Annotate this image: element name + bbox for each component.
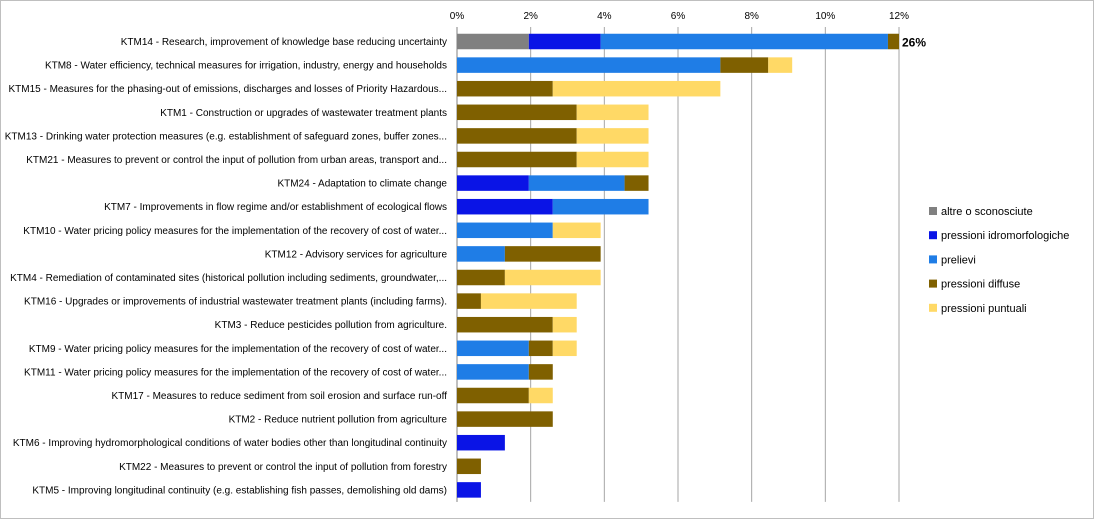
x-tick-label: 4% [597,11,612,22]
category-label: KTM12 - Advisory services for agricultur… [265,249,448,260]
legend-entry: pressioni diffuse [941,279,1020,291]
x-tick-label: 8% [744,11,759,22]
grid-lines [456,27,900,502]
legend-swatch [929,279,937,288]
category-label: KTM21 - Measures to prevent or control t… [26,155,447,166]
bar-segment [528,175,625,191]
bar-segment [457,482,481,498]
bar-segment [457,222,553,239]
bar-segment [552,80,721,97]
legend-swatch [929,303,937,312]
category-label: KTM13 - Drinking water protection measur… [5,131,447,142]
category-label: KTM6 - Improving hydromorphological cond… [13,438,447,449]
data-label: 26% [902,36,926,50]
bar-segment [504,269,601,286]
bar-segment [457,57,721,73]
bar-segment [457,80,553,97]
category-label: KTM3 - Reduce pesticides pollution from … [215,320,447,331]
bar-segment [457,411,553,427]
bar-segment [576,104,649,121]
bar-segment [552,340,577,357]
category-label: KTM16 - Upgrades or improvements of indu… [24,297,447,308]
bars [457,33,899,498]
bar-segment [457,104,577,121]
bar-segment [457,340,529,357]
bar-segment [457,175,529,191]
legend-swatch [929,231,937,240]
category-label: KTM7 - Improvements in flow regime and/o… [104,202,447,213]
category-label: KTM10 - Water pricing policy measures fo… [23,226,447,237]
bar-segment [576,128,649,144]
x-tick-label: 0% [450,11,465,22]
category-label: KTM4 - Remediation of contaminated sites… [10,273,447,284]
legend-entry: pressioni idromorfologiche [941,230,1069,242]
bar-segment [576,151,649,168]
x-tick-label: 10% [815,11,835,22]
category-label: KTM2 - Reduce nutrient pollution from ag… [229,415,448,426]
bar-segment [457,128,577,144]
category-label: KTM9 - Water pricing policy measures for… [29,344,447,355]
bar-segment [457,316,553,333]
bar-segment [624,175,649,191]
bar-segment [528,340,553,357]
legend-entry: prelievi [941,254,976,266]
bar-segment [887,33,899,50]
category-label: KTM1 - Construction or upgrades of waste… [160,108,447,119]
category-label: KTM14 - Research, improvement of knowled… [121,37,447,48]
category-label: KTM11 - Water pricing policy measures fo… [24,367,447,378]
bar-segment [480,293,577,309]
x-tick-label: 6% [671,11,686,22]
bar-segment [457,293,481,309]
bar-segment [457,269,505,286]
bar-segment [600,33,888,50]
bar-segment [552,222,601,239]
x-tick-label: 2% [523,11,538,22]
bar-segment [528,364,553,380]
legend-swatch [929,207,937,215]
bar-segment [457,387,529,404]
legend-entry: pressioni puntuali [941,303,1027,315]
category-label: KTM15 - Measures for the phasing-out of … [8,84,447,95]
bar-segment [457,151,577,168]
bar-segment [457,364,529,380]
bar-segment [720,57,769,73]
bar-segment [552,316,577,333]
bar-segment [457,246,505,262]
category-label: KTM24 - Adaptation to climate change [277,179,447,190]
bar-segment [504,246,601,262]
category-label: KTM5 - Improving longitudinal continuity… [32,485,447,496]
bar-segment [528,387,553,404]
legend-swatch [929,255,937,264]
legend: altre o sconosciute pressioni idromorfolo… [929,206,1069,315]
bar-segment [457,458,481,475]
legend-entry: altre o sconosciute [941,206,1033,218]
bar-segment [528,33,601,50]
bar-segment [457,198,553,215]
category-label: KTM17 - Measures to reduce sediment from… [111,391,447,402]
annotations: 26% [902,36,926,50]
bar-segment [768,57,793,73]
category-label: KTM8 - Water efficiency, technical measu… [45,61,447,72]
bar-segment [552,198,649,215]
category-labels: KTM14 - Research, improvement of knowled… [5,37,448,496]
x-axis-ticks: 0% 2% 4% 6% 8% 10% 12% [450,11,909,22]
x-tick-label: 12% [889,11,909,22]
bar-segment [457,33,529,50]
category-label: KTM22 - Measures to prevent or control t… [119,462,447,473]
bar-segment [457,434,505,451]
